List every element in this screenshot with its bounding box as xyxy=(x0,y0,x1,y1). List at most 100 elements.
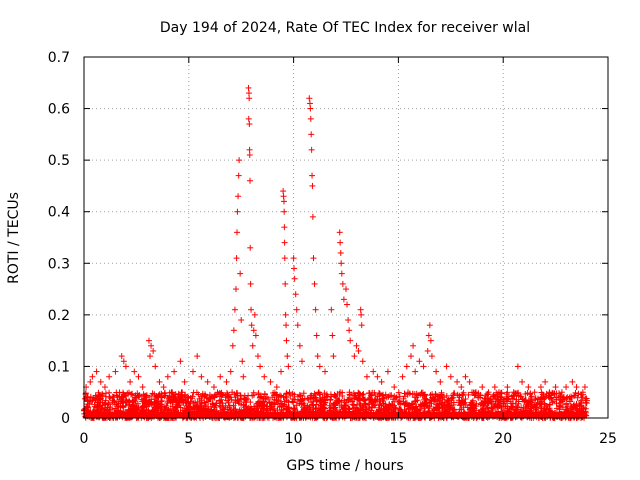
data-point xyxy=(328,306,335,313)
data-point xyxy=(370,368,377,375)
data-point xyxy=(374,373,381,380)
x-tick-label: 0 xyxy=(80,431,89,447)
data-point xyxy=(454,378,461,385)
data-point xyxy=(230,327,237,334)
data-point xyxy=(239,358,246,365)
data-point xyxy=(426,322,433,329)
data-point xyxy=(247,244,254,251)
data-point xyxy=(412,368,419,375)
data-point xyxy=(358,322,365,329)
data-point xyxy=(267,378,274,385)
data-point xyxy=(344,301,351,308)
data-point xyxy=(307,105,314,112)
data-point xyxy=(237,270,244,277)
data-point xyxy=(363,373,370,380)
data-point xyxy=(112,368,119,375)
data-point xyxy=(309,213,316,220)
data-point xyxy=(337,239,344,246)
data-point xyxy=(472,389,479,396)
data-point xyxy=(378,378,385,385)
data-point xyxy=(353,342,360,349)
data-point xyxy=(514,363,521,370)
data-point xyxy=(254,353,261,360)
data-point xyxy=(285,363,292,370)
data-point xyxy=(479,384,486,391)
data-point xyxy=(283,322,290,329)
data-point xyxy=(89,373,96,380)
plot-frame xyxy=(83,56,609,419)
data-point xyxy=(581,384,588,391)
y-tick-label: 0.5 xyxy=(48,153,70,169)
data-point xyxy=(316,363,323,370)
data-points xyxy=(83,84,588,396)
y-tick-label: 0.1 xyxy=(48,359,70,375)
data-point xyxy=(252,332,259,339)
chart-title: Day 194 of 2024, Rate Of TEC Index for r… xyxy=(160,20,530,36)
data-point xyxy=(306,100,313,107)
data-point xyxy=(347,337,354,344)
data-point xyxy=(245,90,252,97)
data-point xyxy=(391,384,398,391)
data-point xyxy=(345,317,352,324)
y-tick-label: 0.6 xyxy=(48,102,70,118)
y-tick-label: 0.7 xyxy=(48,50,70,66)
data-point xyxy=(338,270,345,277)
data-point xyxy=(336,229,343,236)
data-point xyxy=(307,115,314,122)
data-point xyxy=(573,384,580,391)
data-point xyxy=(120,358,127,365)
data-point xyxy=(314,353,321,360)
data-point xyxy=(403,363,410,370)
data-point xyxy=(248,306,255,313)
data-point xyxy=(558,389,565,396)
data-point xyxy=(306,95,313,102)
data-point xyxy=(322,368,329,375)
data-point xyxy=(204,378,211,385)
data-point xyxy=(122,363,129,370)
data-point xyxy=(148,342,155,349)
data-point xyxy=(152,363,159,370)
data-point xyxy=(339,280,346,287)
y-tick-label: 0.4 xyxy=(48,205,70,221)
data-point xyxy=(531,389,538,396)
data-point xyxy=(292,291,299,298)
data-point xyxy=(171,368,178,375)
data-point xyxy=(257,363,264,370)
data-point xyxy=(552,384,559,391)
data-point xyxy=(504,384,511,391)
data-point xyxy=(491,384,498,391)
data-point xyxy=(127,378,134,385)
y-tick-label: 0.3 xyxy=(48,256,70,272)
data-point xyxy=(106,373,113,380)
data-point xyxy=(261,373,268,380)
data-point xyxy=(308,146,315,153)
data-point xyxy=(223,378,230,385)
data-point xyxy=(462,373,469,380)
y-axis-label: ROTI / TECUs xyxy=(6,192,22,284)
data-point xyxy=(309,182,316,189)
data-point xyxy=(427,337,434,344)
data-point xyxy=(240,373,247,380)
data-point xyxy=(250,327,257,334)
data-point xyxy=(424,347,431,354)
data-point xyxy=(198,373,205,380)
data-point xyxy=(519,378,526,385)
data-point xyxy=(280,198,287,205)
data-point xyxy=(282,311,289,318)
x-tick-label: 15 xyxy=(389,431,407,447)
data-point xyxy=(485,389,492,396)
data-point xyxy=(579,389,586,396)
data-point xyxy=(281,224,288,231)
data-point xyxy=(329,332,336,339)
data-point xyxy=(101,384,108,391)
data-point xyxy=(338,260,345,267)
data-point xyxy=(510,389,517,396)
data-point xyxy=(437,378,444,385)
data-point xyxy=(235,172,242,179)
data-point xyxy=(246,151,253,158)
data-point xyxy=(291,275,298,282)
data-point xyxy=(118,353,125,360)
data-point xyxy=(563,384,570,391)
data-point xyxy=(283,337,290,344)
data-point xyxy=(247,177,254,184)
